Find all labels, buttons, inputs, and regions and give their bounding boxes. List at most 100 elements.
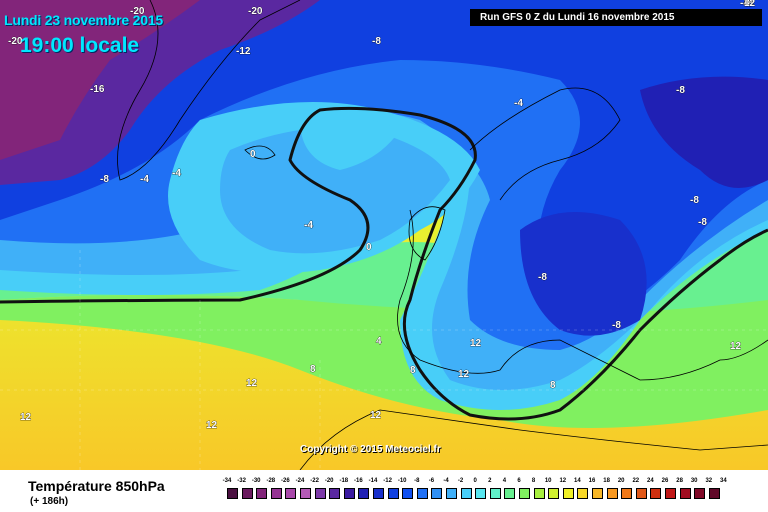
lead-time: (+ 186h) — [30, 496, 69, 507]
scale-swatch — [504, 488, 516, 499]
scale-tick-label: -14 — [368, 478, 378, 484]
isotherm-label: -4 — [304, 220, 313, 231]
isotherm-label: 4 — [376, 336, 382, 347]
scale-tick-label: -18 — [339, 478, 349, 484]
isotherm-label: -4 — [172, 168, 181, 179]
scale-tick-label: 6 — [517, 478, 521, 484]
coastline-africa — [299, 409, 768, 470]
scale-tick-label: 8 — [531, 478, 536, 484]
scale-tick-label: -6 — [428, 478, 435, 484]
band-blue-low — [220, 127, 450, 254]
coastline-greenland — [117, 0, 301, 181]
scale-tick-label: -32 — [237, 478, 246, 484]
scale-swatch — [489, 488, 501, 499]
scale-swatch — [446, 488, 457, 499]
scale-tick-label: -12 — [383, 478, 392, 484]
isotherm-label: 0 — [366, 242, 372, 253]
scale-tick-label: -34 — [222, 478, 232, 484]
isotherm-label: -8 — [744, 0, 753, 9]
scale-tick-label: 14 — [574, 478, 581, 484]
isotherm-label: 0 — [748, 0, 754, 9]
isotherm-labels: -20 -20-8-20-12-16-8 -4-4-8-8-8-8-8-40-404… — [8, 0, 756, 431]
isotherm-label: -4 — [514, 98, 523, 109]
isotherm-label: 8 — [410, 365, 416, 376]
variable-title: Température 850hPa — [28, 478, 165, 494]
isotherm-label: 8 — [550, 380, 556, 391]
isotherm-label: -20 — [248, 6, 263, 17]
model-run: Run GFS 0 Z du Lundi 16 novembre 2015 — [470, 9, 762, 26]
scale-tick-label: 26 — [661, 478, 669, 484]
scale-tick-label: -26 — [281, 478, 290, 484]
scale-swatch — [358, 488, 370, 499]
isotherm-label: 8 — [310, 364, 316, 375]
isotherm-label: 12 — [370, 410, 382, 421]
scale-swatch — [694, 488, 706, 499]
scale-tick-label: -30 — [251, 478, 261, 484]
isotherm-label: 12 — [744, 0, 756, 9]
scale-swatch — [475, 488, 487, 499]
scale-swatch — [241, 488, 253, 499]
scale-swatch — [314, 488, 326, 499]
color-scale: -34 -32 -30 -28 -26 -24 -22 -20 -18 -16 -14 -12 -10-… — [220, 478, 750, 508]
isotherm-label: 12 — [470, 338, 482, 349]
band-darkblue — [520, 212, 647, 336]
scale-tick-label: 2 — [488, 478, 492, 484]
scale-swatch — [300, 488, 311, 499]
copyright: Copyright © 2015 Meteociel.fr — [300, 444, 441, 455]
valid-date: Lundi 23 novembre 2015 — [4, 12, 163, 28]
band-cyan-core — [300, 116, 400, 170]
isotherm-label: -8 — [538, 272, 547, 283]
scale-swatch — [402, 488, 414, 499]
scale-swatch — [519, 488, 530, 499]
scale-swatch — [621, 488, 633, 499]
isotherm-label: 0 — [250, 149, 256, 160]
isotherm-label: -4 — [140, 174, 149, 185]
coastline-iceland — [244, 145, 276, 160]
band-indigo — [640, 76, 768, 188]
scale-tick-label: 24 — [647, 478, 654, 484]
scale-tick-label: 4 — [502, 478, 507, 484]
scale-tick-label: -24 — [295, 478, 305, 484]
scale-tick-label: -16 — [354, 478, 363, 484]
isotherm-label: -8 — [372, 36, 381, 47]
scale-swatch — [343, 488, 355, 499]
scale-swatch — [227, 488, 238, 499]
scale-tick-label: 0 — [473, 478, 477, 484]
scale-tick-label: -4 — [443, 478, 449, 484]
scale-swatch — [416, 488, 428, 499]
scale-swatch — [650, 488, 662, 499]
scale-swatch — [285, 488, 297, 499]
isotherm-label: -8 — [698, 217, 707, 228]
scale-tick-label: 32 — [705, 478, 713, 484]
scale-tick-label: -8 — [414, 478, 420, 484]
scale-tick-label: -28 — [266, 478, 276, 484]
scale-swatch — [329, 488, 341, 499]
isotherm-label: -8 — [744, 0, 753, 9]
scale-swatch — [606, 488, 618, 499]
scale-tick-label: 20 — [617, 478, 625, 484]
scale-tick-label: 18 — [603, 478, 610, 484]
scale-tick-label: 34 — [720, 478, 727, 484]
scale-tick-label: -10 — [397, 478, 407, 484]
scale-swatch — [679, 488, 691, 499]
scale-swatch — [708, 488, 720, 499]
scale-swatch — [431, 488, 443, 499]
scale-tick-label: -2 — [457, 478, 464, 484]
scale-swatch — [665, 488, 676, 499]
scale-swatch — [592, 488, 603, 499]
isotherm-label: -8 — [690, 195, 699, 206]
scale-tick-label: -20 — [324, 478, 334, 484]
scale-tick-label: 28 — [676, 478, 683, 484]
band-violet — [0, 0, 200, 160]
scale-tick-label: -22 — [310, 478, 319, 484]
isotherm-label: -16 — [90, 84, 105, 95]
coastline-scandinavia — [469, 87, 621, 201]
freezing-contour — [0, 106, 768, 421]
coastline-uk — [408, 206, 446, 261]
scale-swatch — [577, 488, 589, 499]
scale-swatch — [548, 488, 560, 499]
isotherm-label: -4 — [740, 0, 749, 9]
scale-tick-label: 22 — [632, 478, 640, 484]
isotherm-label: -20 — [8, 36, 23, 47]
